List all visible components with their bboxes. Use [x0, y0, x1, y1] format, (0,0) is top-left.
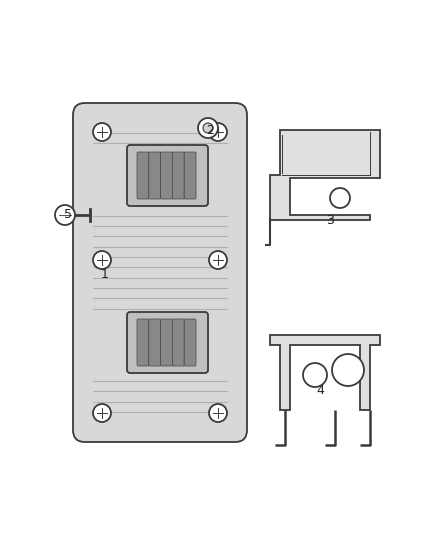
- Polygon shape: [270, 335, 380, 410]
- Polygon shape: [270, 130, 380, 220]
- FancyBboxPatch shape: [184, 319, 196, 366]
- FancyBboxPatch shape: [149, 319, 161, 366]
- FancyBboxPatch shape: [161, 152, 173, 199]
- FancyBboxPatch shape: [161, 319, 173, 366]
- Circle shape: [198, 118, 218, 138]
- Circle shape: [93, 404, 111, 422]
- FancyBboxPatch shape: [149, 152, 161, 199]
- Circle shape: [209, 404, 227, 422]
- Text: 3: 3: [326, 214, 334, 227]
- FancyBboxPatch shape: [127, 145, 208, 206]
- Circle shape: [55, 205, 75, 225]
- Circle shape: [330, 188, 350, 208]
- Circle shape: [93, 123, 111, 141]
- FancyBboxPatch shape: [73, 103, 247, 442]
- FancyBboxPatch shape: [173, 319, 184, 366]
- Circle shape: [93, 251, 111, 269]
- Text: 2: 2: [206, 124, 214, 136]
- Circle shape: [332, 354, 364, 386]
- FancyBboxPatch shape: [173, 152, 184, 199]
- Text: 5: 5: [64, 208, 72, 222]
- Circle shape: [203, 123, 213, 133]
- Circle shape: [209, 123, 227, 141]
- FancyBboxPatch shape: [137, 152, 149, 199]
- FancyBboxPatch shape: [184, 152, 196, 199]
- FancyBboxPatch shape: [137, 319, 149, 366]
- Circle shape: [209, 251, 227, 269]
- Circle shape: [303, 363, 327, 387]
- FancyBboxPatch shape: [127, 312, 208, 373]
- Text: 4: 4: [316, 384, 324, 397]
- Text: 1: 1: [101, 269, 109, 281]
